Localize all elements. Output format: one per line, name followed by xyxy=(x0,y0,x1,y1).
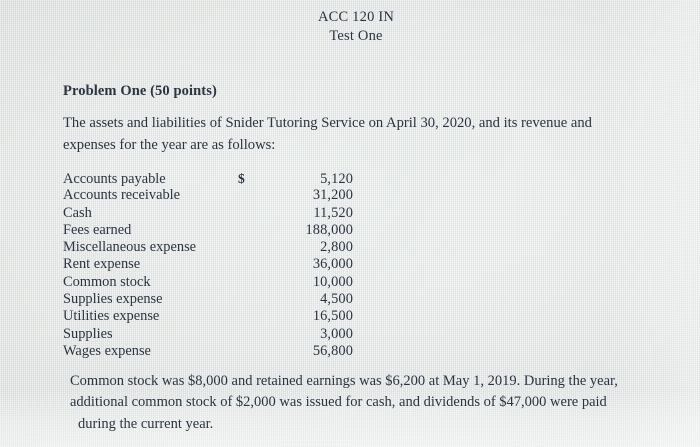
paper-bottom-highlight xyxy=(0,389,700,447)
account-label: Supplies xyxy=(63,325,113,342)
problem-heading: Problem One (50 points) xyxy=(63,83,217,99)
account-label: Wages expense xyxy=(63,342,151,359)
account-row: Common stock 10,000 xyxy=(63,274,353,291)
account-label: Accounts payable xyxy=(63,171,166,187)
account-row: Miscellaneous expense 2,800 xyxy=(63,239,353,256)
account-label: Fees earned xyxy=(63,221,132,238)
account-row: Fees earned 188,000 xyxy=(63,222,353,239)
document-header: ACC 120 IN Test One xyxy=(0,8,700,46)
account-amount: 36,000 xyxy=(312,256,353,273)
test-title: Test One xyxy=(329,28,383,44)
account-amount: 2,800 xyxy=(320,239,353,256)
account-row: Supplies 3,000 xyxy=(63,326,353,343)
account-row: Cash 11,520 xyxy=(63,205,353,222)
account-row: Rent expense 36,000 xyxy=(63,256,353,273)
closing-main-text: Common stock was $8,000 and retained ear… xyxy=(70,373,618,411)
paper-right-highlight xyxy=(604,0,700,447)
currency-symbol: $ xyxy=(238,171,245,186)
account-label: Common stock xyxy=(63,273,151,290)
account-row: Accounts receivable 31,200 xyxy=(63,187,353,204)
account-row: Utilities expense 16,500 xyxy=(63,308,353,325)
account-amount: 11,520 xyxy=(313,204,353,221)
closing-paragraph: Common stock was $8,000 and retained ear… xyxy=(70,371,635,435)
account-amount: 56,800 xyxy=(312,342,353,359)
account-list: Accounts payable $ 5,120 Accounts receiv… xyxy=(63,170,353,360)
account-amount: 3,000 xyxy=(320,325,353,342)
account-label: Miscellaneous expense xyxy=(63,239,197,256)
account-row: Supplies expense 4,500 xyxy=(63,291,353,308)
account-label: Cash xyxy=(63,204,92,221)
closing-tail-text: during the current year. xyxy=(78,415,214,432)
account-amount: 188,000 xyxy=(305,221,353,238)
account-label: Accounts receivable xyxy=(63,187,181,204)
account-row: Accounts payable $ 5,120 xyxy=(63,170,353,187)
problem-intro-paragraph: The assets and liabilities of Snider Tut… xyxy=(63,115,592,153)
account-amount: 31,200 xyxy=(312,187,353,204)
account-label: Utilities expense xyxy=(63,308,160,325)
account-label: Supplies expense xyxy=(63,291,163,308)
account-amount: 16,500 xyxy=(312,308,353,325)
account-label: Rent expense xyxy=(63,256,141,273)
account-amount: 4,500 xyxy=(320,291,353,308)
course-title: ACC 120 IN xyxy=(317,9,395,25)
account-amount: 10,000 xyxy=(312,273,353,290)
account-amount: 5,120 xyxy=(320,171,353,187)
account-row: Wages expense 56,800 xyxy=(63,343,353,360)
